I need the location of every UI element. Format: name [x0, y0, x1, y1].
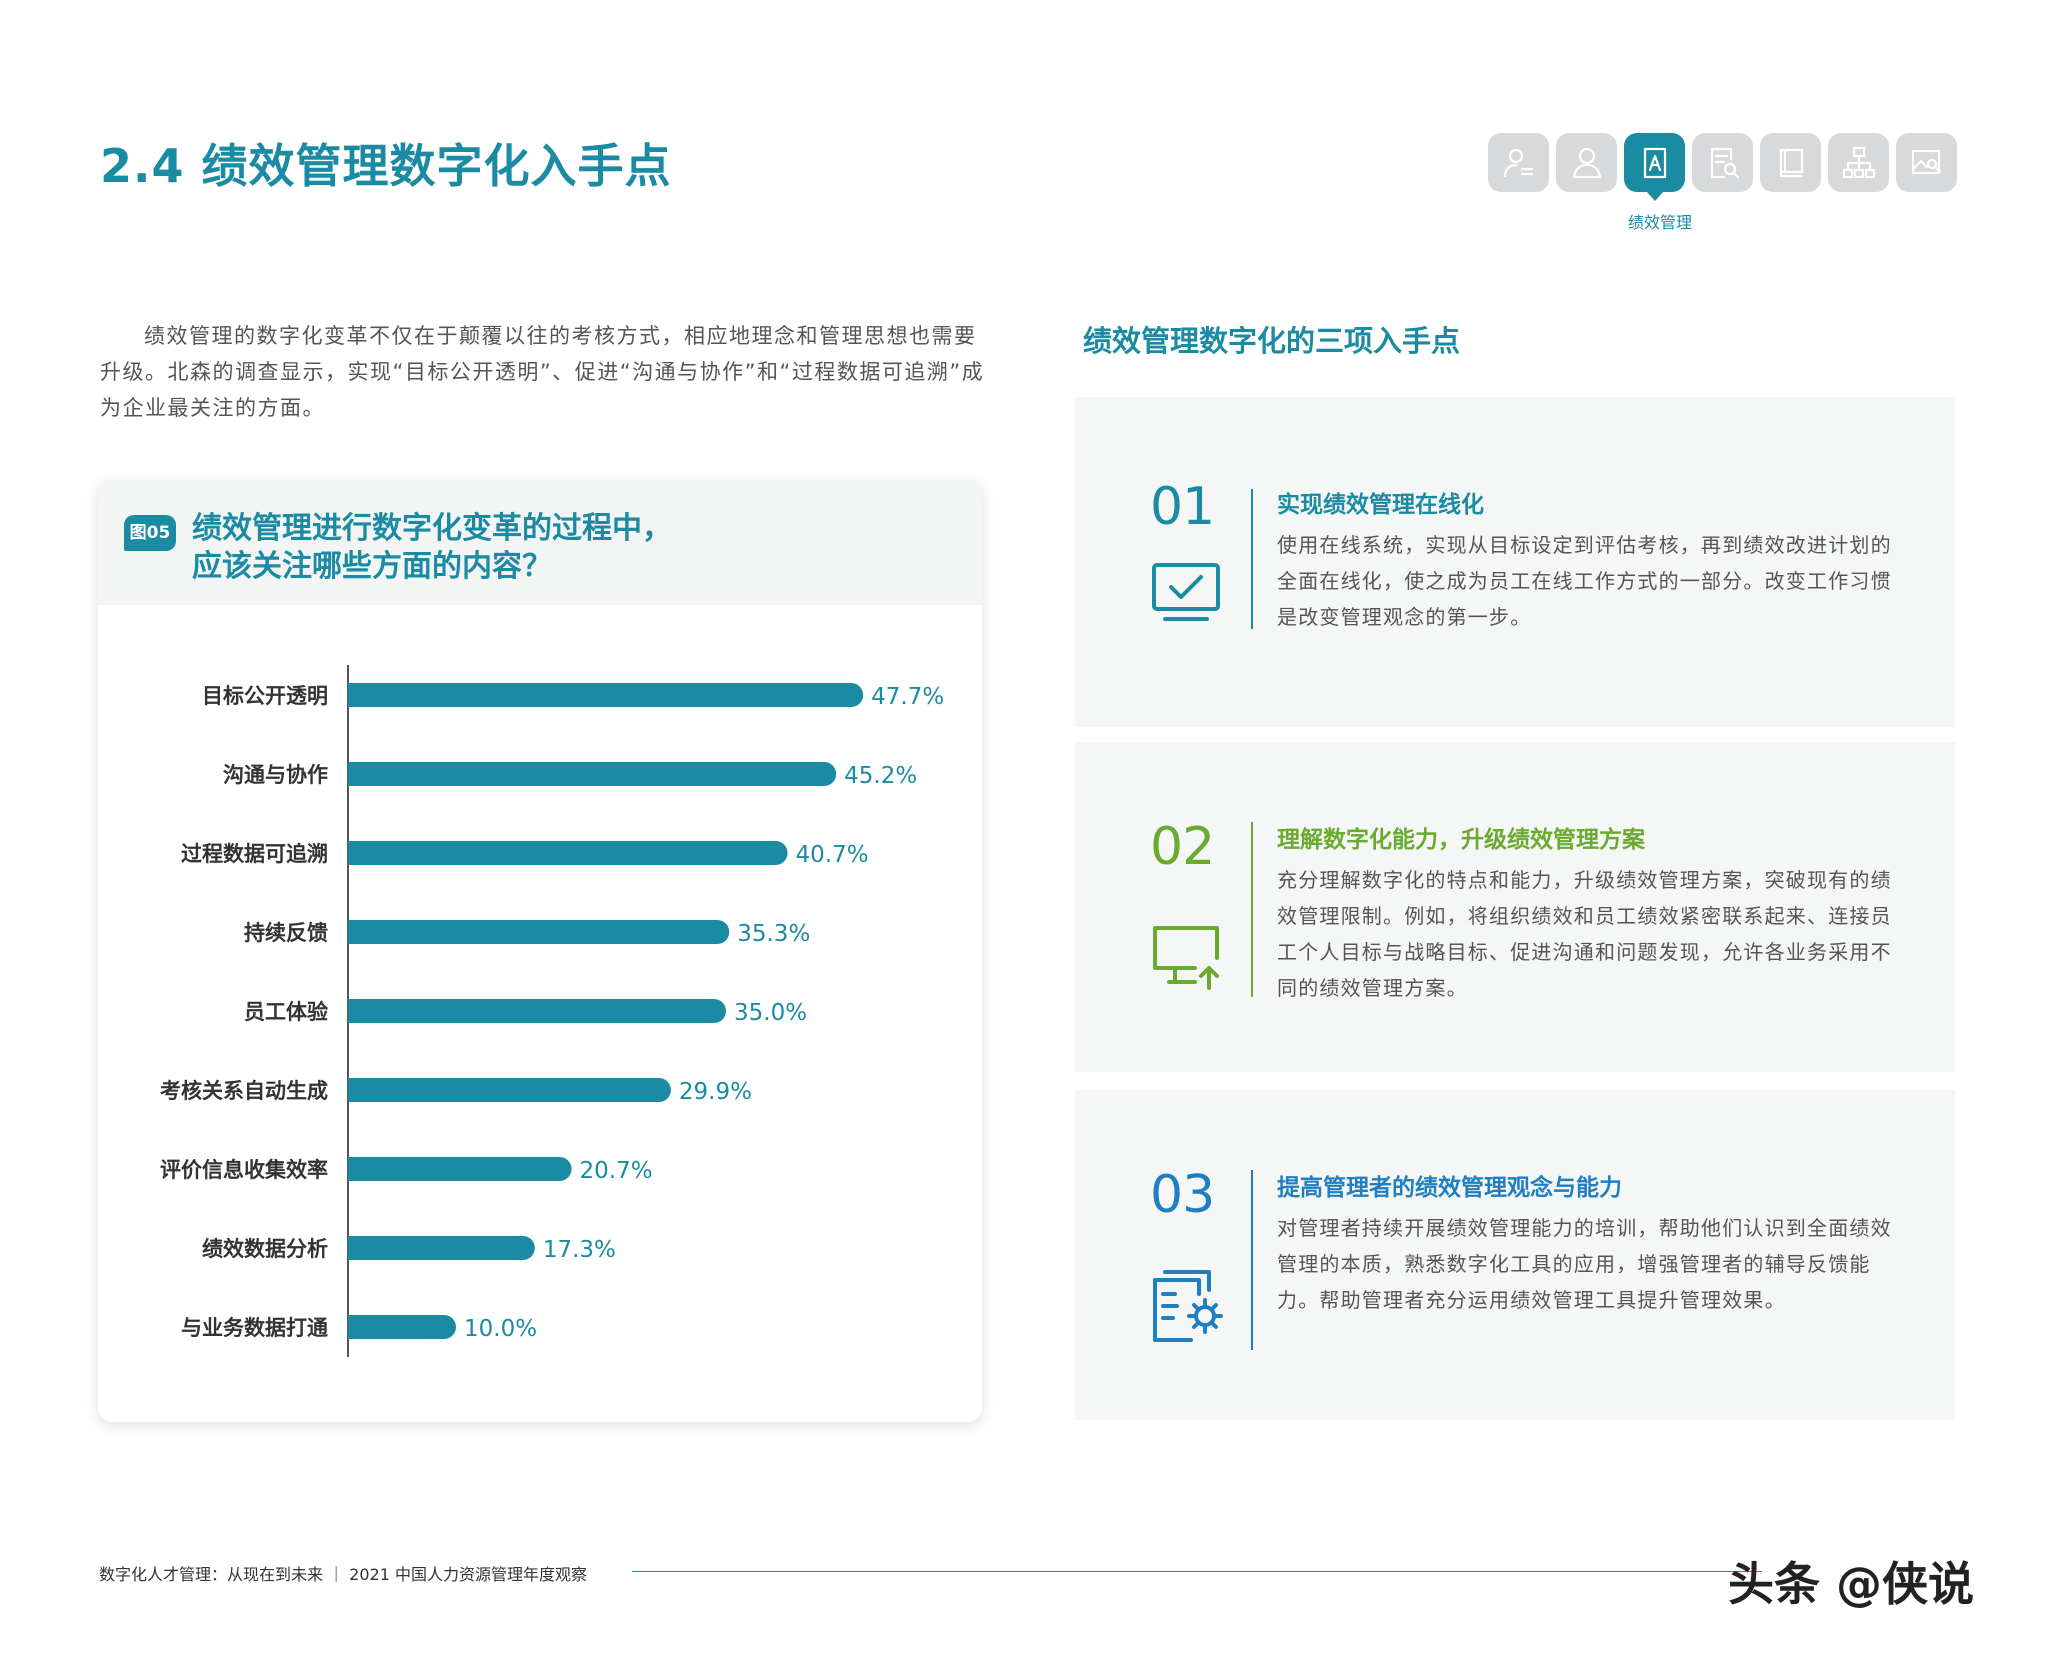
value-label: 10.0%	[464, 1316, 537, 1342]
book-icon	[1779, 148, 1803, 177]
value-label: 20.7%	[580, 1158, 653, 1184]
value-label: 47.7%	[871, 684, 944, 710]
intro-paragraph: 绩效管理的数字化变革不仅在于颠覆以往的考核方式，相应地理念和管理思想也需要升级。…	[100, 324, 985, 420]
category-label: 绩效数据分析	[202, 1237, 328, 1261]
bar-end	[763, 841, 788, 865]
entry-point-3: 03 提高管理者的绩效管理观念与能力 对管理者持续开展绩效管理能力的培训，帮助他…	[1075, 1090, 1955, 1420]
category-label: 持续反馈	[244, 921, 328, 945]
source-credit: 头条 @侠说	[1728, 1557, 1975, 1611]
bar	[348, 1315, 444, 1339]
category-label: 沟通与协作	[223, 763, 328, 787]
point-body: 充分理解数字化的特点和能力，升级绩效管理方案，突破现有的绩效管理限制。例如，将组…	[1277, 868, 1892, 1000]
nav-org-chart-button[interactable]	[1828, 133, 1889, 192]
bar-end	[702, 999, 726, 1023]
point-divider	[1251, 489, 1253, 629]
bar-end	[812, 762, 837, 786]
category-label: 过程数据可追溯	[181, 842, 328, 866]
point-number: 03	[1150, 1165, 1215, 1225]
point-body: 使用在线系统，实现从目标设定到评估考核，再到绩效改进计划的全面在线化，使之成为员…	[1277, 533, 1892, 629]
value-label: 35.3%	[737, 921, 810, 947]
chart-card: 图05 绩效管理进行数字化变革的过程中， 应该关注哪些方面的内容？ 目标公开透明…	[98, 480, 982, 1422]
bar	[348, 841, 776, 865]
entry-point-1: 01 实现绩效管理在线化 使用在线系统，实现从目标设定到评估考核，再到绩效改进计…	[1075, 397, 1955, 727]
point-number: 01	[1150, 477, 1215, 537]
image-search-icon	[1911, 149, 1941, 174]
point-number: 02	[1150, 817, 1215, 877]
figure-badge: 图05	[124, 515, 176, 551]
category-label: 与业务数据打通	[181, 1316, 328, 1340]
chart-title: 绩效管理进行数字化变革的过程中， 应该关注哪些方面的内容？	[192, 510, 892, 586]
point-divider	[1251, 1170, 1253, 1350]
bar-end	[839, 683, 864, 707]
nav-person-list-button[interactable]	[1488, 133, 1549, 192]
point-heading: 实现绩效管理在线化	[1277, 492, 1484, 518]
nav-image-search-button[interactable]	[1896, 133, 1957, 192]
bar	[348, 762, 825, 786]
value-label: 35.0%	[734, 1000, 807, 1026]
document-search-icon	[1710, 147, 1739, 178]
nav-person-button[interactable]	[1556, 133, 1617, 192]
person-list-icon	[1503, 148, 1533, 177]
footer-divider	[632, 1571, 1762, 1572]
entry-point-2: 02 理解数字化能力，升级绩效管理方案 充分理解数字化的特点和能力，升级绩效管理…	[1075, 742, 1955, 1072]
value-label: 45.2%	[844, 763, 917, 789]
page-title: 2.4 绩效管理数字化入手点	[100, 139, 672, 193]
bar-end	[646, 1078, 671, 1102]
monitor-upload-icon	[1153, 926, 1219, 990]
bar	[348, 1236, 523, 1260]
value-label: 17.3%	[543, 1237, 616, 1263]
org-chart-icon	[1842, 146, 1875, 178]
chart-header	[98, 480, 982, 605]
point-heading: 理解数字化能力，升级绩效管理方案	[1277, 827, 1645, 853]
monitor-check-icon	[1152, 563, 1220, 621]
bar-end	[547, 1157, 572, 1181]
bar	[348, 999, 714, 1023]
nav-active-label: 绩效管理	[1627, 213, 1692, 232]
nav-book-button[interactable]	[1760, 133, 1821, 192]
nav-performance-button[interactable]	[1624, 133, 1685, 201]
bar-chart: 目标公开透明 47.7% 沟通与协作 45.2% 过程数据可追溯 40.7% 持续反馈 35.…	[160, 665, 944, 1357]
document-gear-icon	[1153, 1270, 1223, 1342]
point-heading: 提高管理者的绩效管理观念与能力	[1277, 1175, 1622, 1201]
right-section-title: 绩效管理数字化的三项入手点	[1083, 324, 1461, 358]
performance-doc-icon	[1643, 147, 1666, 178]
category-label: 目标公开透明	[202, 684, 328, 708]
category-label: 考核关系自动生成	[160, 1079, 328, 1103]
bar	[348, 1157, 560, 1181]
category-label: 评价信息收集效率	[160, 1158, 328, 1182]
bar-end	[510, 1236, 535, 1260]
chart-title-line-1: 绩效管理进行数字化变革的过程中，	[192, 511, 672, 546]
value-label: 40.7%	[796, 842, 869, 868]
bar-end	[705, 920, 730, 944]
bar	[348, 920, 718, 944]
person-icon	[1572, 147, 1601, 178]
bar	[348, 1078, 659, 1102]
section-nav	[1488, 133, 1957, 201]
value-label: 29.9%	[679, 1079, 752, 1105]
category-label: 员工体验	[244, 1000, 328, 1024]
bar	[348, 683, 852, 707]
nav-document-search-button[interactable]	[1692, 133, 1753, 192]
chart-title-line-2: 应该关注哪些方面的内容？	[192, 549, 552, 584]
bar-end	[432, 1315, 456, 1339]
point-body: 对管理者持续开展绩效管理能力的培训，帮助他们认识到全面绩效管理的本质，熟悉数字化…	[1277, 1216, 1892, 1312]
point-divider	[1251, 822, 1253, 997]
footer-text: 数字化人才管理：从现在到未来 ｜ 2021 中国人力资源管理年度观察	[99, 1565, 587, 1584]
